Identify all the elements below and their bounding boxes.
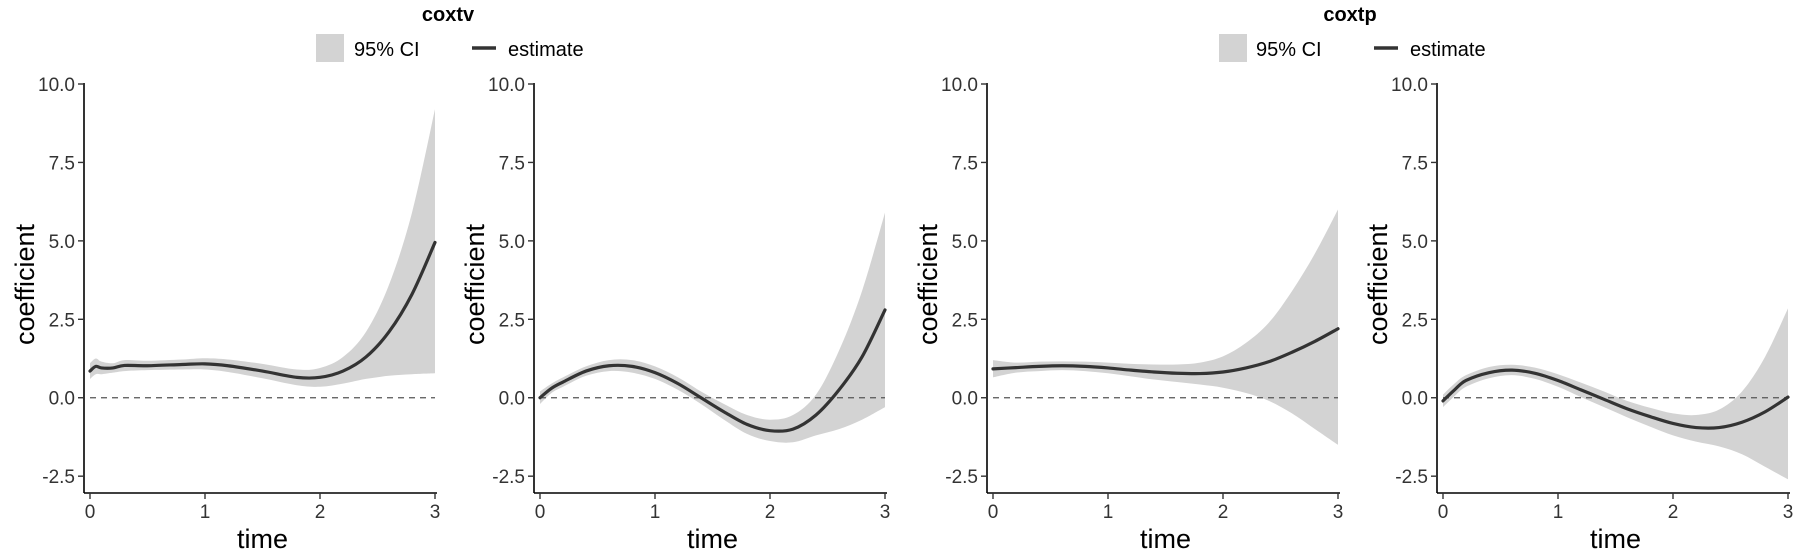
x-tick-label: 0: [85, 502, 96, 523]
y-tick-label: 0.0: [499, 389, 525, 410]
legend-ci-label: 95% CI: [354, 39, 420, 61]
ci-band: [90, 109, 435, 387]
y-tick-label: 0.0: [952, 389, 978, 410]
panel-coxtp-1: -2.5 0.0 2.5 5.0 7.5 10.0 0 1 2 3 time coefficient: [913, 75, 1343, 554]
y-tick-label: 2.5: [952, 310, 978, 331]
x-tick-label: 3: [1333, 502, 1344, 523]
y-tick-label: -2.5: [945, 467, 978, 488]
x-tick-label: 1: [1103, 502, 1114, 523]
x-axis-title: time: [1140, 524, 1191, 554]
legend-ci-swatch: [316, 34, 344, 62]
y-tick-label: 7.5: [499, 153, 525, 174]
ci-band: [1443, 308, 1788, 480]
legend: 95% CI estimate: [1219, 34, 1486, 62]
y-tick-label: 10.0: [1391, 75, 1428, 96]
panel-coxtp-2: -2.5 0.0 2.5 5.0 7.5 10.0 0 1 2 3 time coefficient: [1363, 75, 1793, 554]
y-tick-label: 2.5: [1402, 310, 1428, 331]
x-tick-label: 0: [1438, 502, 1449, 523]
y-tick-label: 7.5: [952, 153, 978, 174]
x-tick-label: 0: [535, 502, 546, 523]
y-axis-title: coefficient: [10, 223, 40, 345]
y-axis-title: coefficient: [460, 223, 490, 345]
legend-estimate-label: estimate: [1410, 39, 1486, 61]
legend-ci-label: 95% CI: [1256, 39, 1322, 61]
estimate-line: [1441, 368, 1790, 430]
y-tick-label: -2.5: [492, 467, 525, 488]
y-tick-label: -2.5: [42, 467, 75, 488]
x-tick-label: 3: [880, 502, 891, 523]
x-tick-label: 2: [315, 502, 326, 523]
x-tick-label: 1: [200, 502, 211, 523]
y-tick-label: 2.5: [499, 310, 525, 331]
panel-coxtv-2: -2.5 0.0 2.5 5.0 7.5 10.0 0 1 2 3 time coefficient: [460, 75, 890, 554]
estimate-line: [991, 327, 1340, 376]
y-tick-label: 0.0: [49, 389, 75, 410]
y-tick-label: 10.0: [38, 75, 75, 96]
y-tick-label: 0.0: [1402, 389, 1428, 410]
x-axis-title: time: [1590, 524, 1641, 554]
x-tick-label: 1: [650, 502, 661, 523]
y-tick-label: 7.5: [49, 153, 75, 174]
y-axis-title: coefficient: [913, 223, 943, 345]
panel-coxtv-1: -2.5 0.0 2.5 5.0 7.5 10.0 0 1 2 3 time coefficient: [10, 75, 440, 554]
y-tick-label: 5.0: [1402, 232, 1428, 253]
group-title: coxtp: [1323, 4, 1376, 26]
y-tick-label: 2.5: [49, 310, 75, 331]
y-tick-label: -2.5: [1395, 467, 1428, 488]
y-tick-label: 5.0: [952, 232, 978, 253]
x-tick-label: 2: [1218, 502, 1229, 523]
x-axis-title: time: [237, 524, 288, 554]
y-tick-label: 10.0: [941, 75, 978, 96]
group-header-coxtv: coxtv 95% CI estimate: [316, 4, 584, 62]
ci-band: [993, 209, 1338, 445]
x-axis-title: time: [687, 524, 738, 554]
y-tick-label: 5.0: [49, 232, 75, 253]
legend: 95% CI estimate: [316, 34, 584, 62]
legend-estimate-label: estimate: [508, 39, 584, 61]
estimate-line: [538, 308, 887, 433]
estimate-line: [88, 240, 437, 380]
y-tick-label: 5.0: [499, 232, 525, 253]
x-tick-label: 2: [765, 502, 776, 523]
x-tick-label: 0: [988, 502, 999, 523]
x-tick-label: 3: [430, 502, 441, 523]
x-tick-label: 3: [1783, 502, 1794, 523]
y-tick-label: 7.5: [1402, 153, 1428, 174]
y-tick-label: 10.0: [488, 75, 525, 96]
ci-band: [540, 212, 885, 443]
x-tick-label: 2: [1668, 502, 1679, 523]
x-tick-label: 1: [1553, 502, 1564, 523]
group-title: coxtv: [422, 4, 475, 26]
y-axis-title: coefficient: [1363, 223, 1393, 345]
group-header-coxtp: coxtp 95% CI estimate: [1219, 4, 1486, 62]
legend-ci-swatch: [1219, 34, 1247, 62]
